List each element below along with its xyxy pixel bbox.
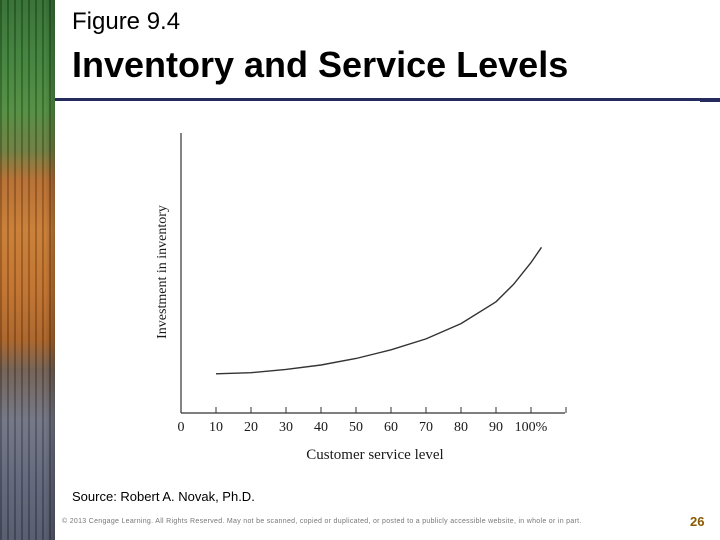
- x-tick-label: 80: [454, 420, 468, 435]
- figure-label: Figure 9.4: [72, 8, 181, 35]
- y-axis-label: Investment in inventory: [155, 205, 170, 339]
- x-tick-label: 70: [419, 420, 433, 435]
- slide-title: Inventory and Service Levels: [72, 44, 569, 85]
- x-axis-label: Customer service level: [306, 447, 443, 463]
- x-tick-label: 30: [279, 420, 293, 435]
- sidebar-stripes: [0, 0, 55, 540]
- sidebar-shadow: [45, 0, 55, 540]
- x-tick-label: 0: [178, 420, 185, 435]
- inventory-curve: [215, 246, 543, 375]
- x-tick-label: 50: [349, 420, 363, 435]
- chart-axes: [180, 133, 565, 414]
- decorative-sidebar-image: [0, 0, 55, 540]
- copyright-notice: © 2013 Cengage Learning. All Rights Rese…: [62, 518, 582, 525]
- x-tick-labels: 0 10 20 30 40 50 60 70 80 90 100%: [178, 420, 548, 435]
- title-underline-end: [700, 101, 720, 102]
- x-ticks: [215, 407, 567, 413]
- x-tick-label: 60: [384, 420, 398, 435]
- x-tick-label: 10: [209, 420, 223, 435]
- x-tick-label: 40: [314, 420, 328, 435]
- x-tick-label: 100%: [515, 420, 548, 435]
- title-underline: [55, 98, 720, 101]
- page-number: 26: [690, 514, 705, 529]
- x-tick-label: 90: [489, 420, 503, 435]
- x-tick-label: 20: [244, 420, 258, 435]
- source-note: Source: Robert A. Novak, Ph.D.: [72, 489, 255, 504]
